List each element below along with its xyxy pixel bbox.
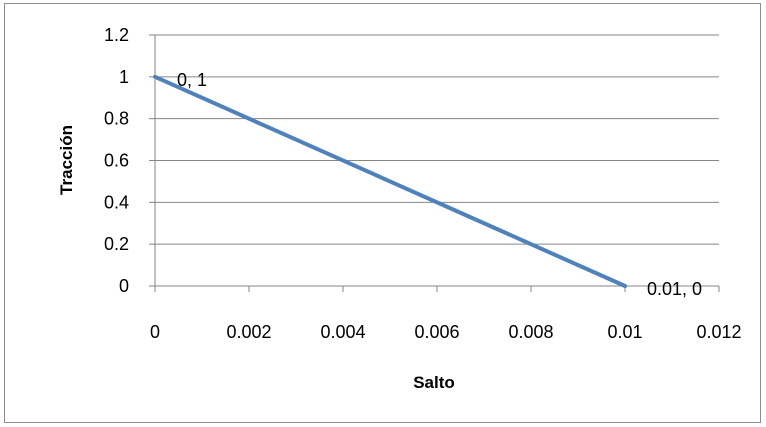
- x-tick-label: 0.01: [607, 322, 642, 342]
- x-tick-label: 0.006: [414, 322, 459, 342]
- series-layer: [153, 74, 627, 288]
- x-axis-title: Salto: [413, 373, 455, 392]
- x-tick-label: 0.008: [508, 322, 553, 342]
- x-tick-label: 0.004: [320, 322, 365, 342]
- x-tick-label: 0.002: [226, 322, 271, 342]
- y-tick-label: 0.6: [104, 151, 129, 171]
- axes: [149, 34, 720, 292]
- x-tick-label: 0.012: [696, 322, 741, 342]
- y-tick-label: 0.4: [104, 192, 129, 212]
- y-tick-label: 0: [119, 276, 129, 296]
- data-label: 0.01, 0: [647, 279, 702, 299]
- x-tick-label: 0: [150, 322, 160, 342]
- y-axis-title: Tracción: [57, 125, 76, 195]
- y-tick-label: 1.2: [104, 25, 129, 45]
- chart-frame: [4, 3, 761, 423]
- y-tick-label: 0.8: [104, 109, 129, 129]
- labels: 0 0.2 0.4 0.6 0.8 1 1.2 0 0.002 0.004 0.006 0.008 0.…: [104, 25, 742, 342]
- y-tick-label: 1: [119, 67, 129, 87]
- gridlines: [155, 34, 719, 245]
- series-line: [153, 74, 627, 288]
- y-tick-label: 0.2: [104, 234, 129, 254]
- data-label: 0, 1: [177, 70, 207, 90]
